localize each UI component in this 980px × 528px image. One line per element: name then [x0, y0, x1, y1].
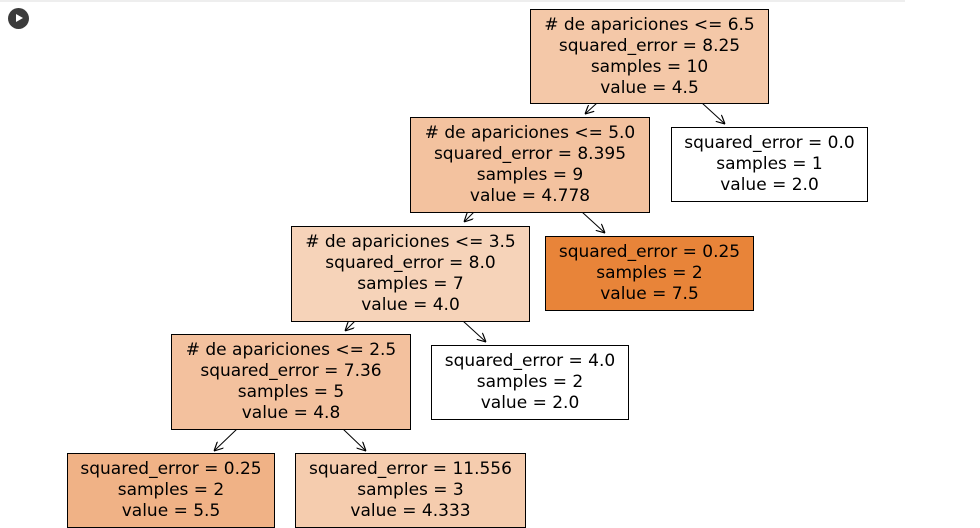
node-value: value = 4.0 [361, 295, 460, 315]
node-samples: samples = 10 [590, 56, 709, 77]
node-value: value = 5.5 [121, 501, 221, 521]
node-value: value = 7.5 [600, 284, 699, 304]
node-squared-error: squared_error = 0.25 [80, 459, 262, 479]
node-value: value = 4.778 [469, 186, 591, 206]
tree-node-leaf: squared_error = 4.0 samples = 2 value = … [431, 345, 629, 420]
tree-node-split: # de apariciones <= 2.5 squared_error = … [171, 334, 411, 430]
node-condition: # de apariciones <= 5.0 [424, 123, 636, 143]
tree-node-split: # de apariciones <= 3.5 squared_error = … [291, 226, 530, 322]
node-value: value = 4.333 [350, 501, 471, 521]
cell-top-border [0, 0, 905, 2]
tree-node-root: # de apariciones <= 6.5 squared_error = … [530, 9, 769, 104]
node-squared-error: squared_error = 4.0 [444, 351, 616, 371]
node-samples: samples = 2 [476, 372, 584, 392]
edge-n0-n2 [701, 102, 725, 124]
tree-node-leaf: squared_error = 0.25 samples = 2 value =… [67, 453, 275, 528]
node-squared-error: squared_error = 8.25 [558, 35, 741, 56]
node-samples: samples = 7 [357, 274, 464, 294]
node-samples: samples = 2 [596, 263, 703, 283]
node-squared-error: squared_error = 11.556 [309, 459, 512, 479]
run-cell-button[interactable] [8, 8, 29, 29]
edge-n5-n7 [214, 428, 238, 451]
node-samples: samples = 9 [476, 165, 584, 185]
edge-n3-n5 [345, 320, 356, 331]
node-samples: samples = 1 [716, 154, 823, 174]
edge-n1-n4 [581, 211, 605, 233]
node-samples: samples = 2 [117, 480, 225, 500]
tree-node-leaf: squared_error = 0.0 samples = 1 value = … [671, 127, 868, 202]
node-squared-error: squared_error = 7.36 [200, 361, 382, 381]
node-squared-error: squared_error = 0.0 [684, 133, 855, 153]
node-condition: # de apariciones <= 6.5 [544, 14, 755, 35]
node-value: value = 4.8 [241, 403, 341, 423]
node-value: value = 2.0 [720, 175, 819, 195]
tree-node-leaf: squared_error = 0.25 samples = 2 value =… [545, 236, 754, 311]
node-squared-error: squared_error = 8.0 [325, 253, 496, 273]
edge-n3-n6 [462, 320, 486, 342]
edge-n1-n3 [464, 211, 475, 222]
node-samples: samples = 3 [357, 480, 464, 500]
node-condition: # de apariciones <= 2.5 [185, 340, 397, 360]
tree-node-split: # de apariciones <= 5.0 squared_error = … [410, 117, 650, 213]
play-icon [16, 14, 23, 22]
node-value: value = 4.5 [600, 77, 699, 98]
node-squared-error: squared_error = 8.395 [433, 144, 627, 164]
edge-n5-n8 [342, 428, 366, 451]
tree-node-leaf: squared_error = 11.556 samples = 3 value… [295, 453, 526, 528]
node-condition: # de apariciones <= 3.5 [305, 232, 516, 252]
node-samples: samples = 5 [237, 382, 345, 402]
node-squared-error: squared_error = 0.25 [558, 242, 741, 262]
edge-n0-n1 [585, 102, 598, 114]
node-value: value = 2.0 [480, 393, 580, 413]
